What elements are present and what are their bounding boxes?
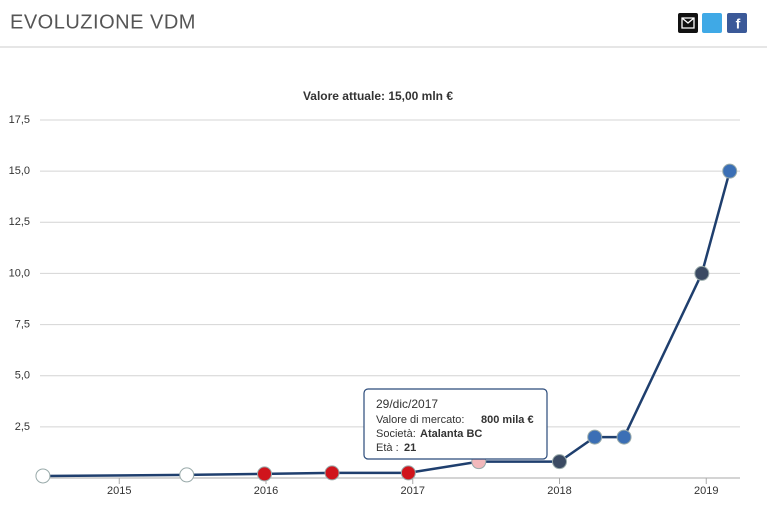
x-tick-label: 2019 bbox=[694, 485, 718, 497]
y-tick-label: 15,0 bbox=[9, 165, 30, 177]
club-marker bbox=[324, 465, 340, 481]
plot: 2,5 5,0 7,5 10,0 12,5 15,0 17,5 2015 2016 2017 201… bbox=[9, 114, 740, 497]
facebook-glyph: f bbox=[736, 16, 741, 32]
tooltip: 29/dic/2017 Valore di mercato: 800 mila … bbox=[363, 388, 548, 460]
section-title: EVOLUZIONE VDM bbox=[10, 11, 196, 33]
club-marker bbox=[694, 265, 710, 281]
tooltip-value: Atalanta BC bbox=[420, 428, 482, 440]
tooltip-value: 800 mila € bbox=[481, 414, 534, 426]
x-tick-label: 2016 bbox=[254, 485, 278, 497]
chart-subtitle: Valore attuale: 15,00 mln € bbox=[303, 89, 453, 103]
club-marker bbox=[616, 429, 632, 445]
tooltip-label: Età : bbox=[376, 442, 399, 454]
y-tick-label: 7,5 bbox=[15, 318, 30, 330]
club-marker bbox=[257, 466, 273, 482]
club-marker bbox=[587, 429, 603, 445]
tooltip-date: 29/dic/2017 bbox=[376, 397, 438, 411]
twitter-icon[interactable] bbox=[702, 13, 722, 33]
x-tick-label: 2018 bbox=[547, 485, 571, 497]
x-tick-label: 2015 bbox=[107, 485, 131, 497]
y-tick-label: 2,5 bbox=[15, 421, 30, 433]
club-marker bbox=[179, 467, 195, 483]
club-marker bbox=[551, 454, 567, 470]
tooltip-box bbox=[363, 388, 548, 460]
club-marker bbox=[722, 163, 738, 179]
tooltip-label: Società: bbox=[376, 428, 416, 440]
x-tick-label: 2017 bbox=[401, 485, 425, 497]
y-tick-label: 5,0 bbox=[15, 370, 30, 382]
club-marker bbox=[35, 468, 51, 484]
y-tick-label: 17,5 bbox=[9, 114, 30, 126]
email-glyph bbox=[681, 17, 695, 29]
y-tick-label: 10,0 bbox=[9, 267, 30, 279]
facebook-icon[interactable] bbox=[727, 13, 747, 33]
tooltip-value: 21 bbox=[404, 442, 416, 454]
tooltip-label: Valore di mercato: bbox=[376, 414, 464, 426]
club-marker bbox=[400, 465, 416, 481]
y-tick-label: 12,5 bbox=[9, 216, 30, 228]
